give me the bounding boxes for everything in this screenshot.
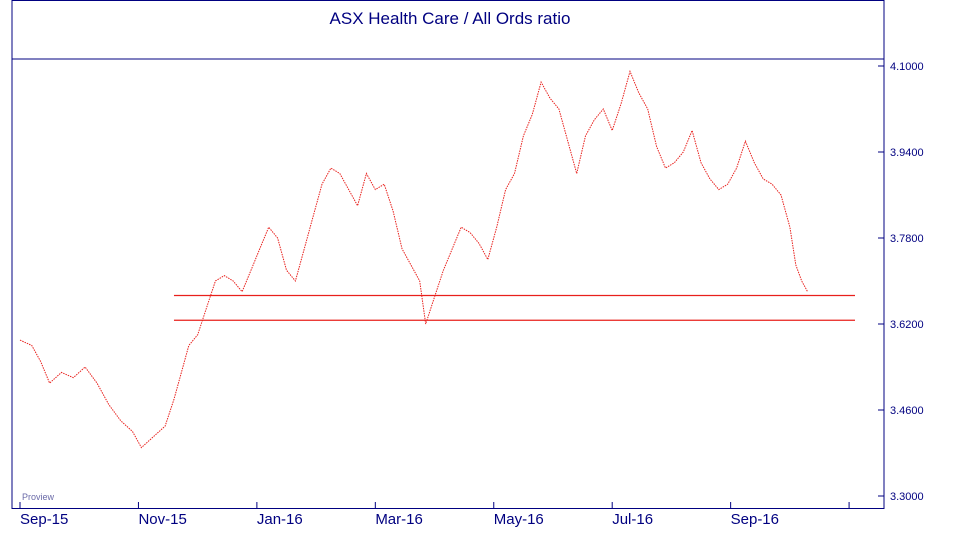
chart-frame <box>11 0 885 509</box>
y-tick-label: 3.6200 <box>890 319 924 331</box>
x-tick-label: Nov-15 <box>138 511 186 528</box>
x-tick-label: Mar-16 <box>375 511 423 528</box>
y-tick-label: 3.3000 <box>890 491 924 503</box>
x-tick-label: Sep-16 <box>731 511 779 528</box>
y-tick-label: 4.1000 <box>890 61 924 73</box>
x-tick-label: Jul-16 <box>612 511 653 528</box>
x-tick-label: Jan-16 <box>257 511 303 528</box>
series-group <box>19 69 809 449</box>
x-axis: Sep-15 Nov-15 Jan-16 Mar-16 May-16 Jul-16 Sep-… <box>19 502 850 528</box>
y-axis: 4.1000 3.9400 3.7800 3.6200 3.4600 3.3000 <box>878 61 924 503</box>
series-line <box>19 69 809 449</box>
x-tick-label: May-16 <box>494 511 544 528</box>
y-tick-label: 3.9400 <box>890 147 924 159</box>
chart-title: ASX Health Care / All Ords ratio <box>330 9 571 28</box>
y-tick-label: 3.4600 <box>890 405 924 417</box>
horizontal-lines <box>173 294 855 321</box>
x-tick-label: Sep-15 <box>20 511 68 528</box>
watermark: Proview <box>22 492 55 502</box>
y-tick-label: 3.7800 <box>890 233 924 245</box>
